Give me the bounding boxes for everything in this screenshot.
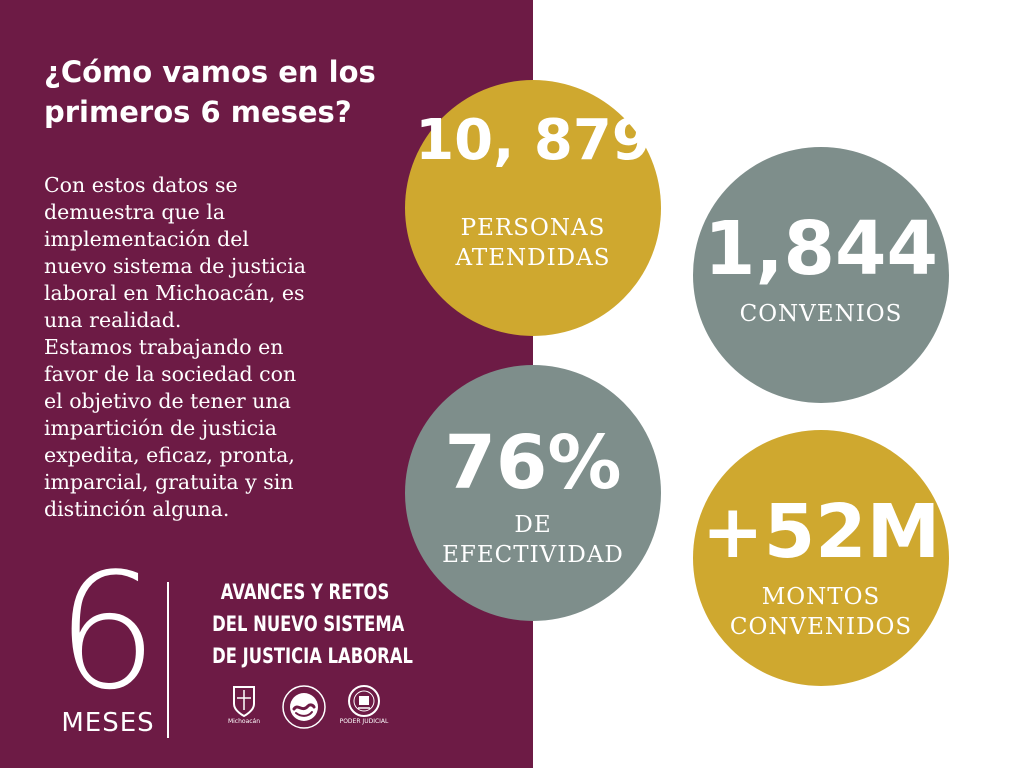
stat-agreed-amounts: +52M MONTOS CONVENIDOS [693, 430, 949, 686]
description-line: laboral en Michoacán, es [44, 281, 305, 305]
conciliation-center-logo [280, 684, 328, 730]
description-line: favor de la sociedad con [44, 362, 297, 386]
description-line: impartición de justicia [44, 416, 277, 440]
program-title: AVANCES Y RETOS DEL NUEVO SISTEMA DE JUS… [212, 576, 413, 672]
headline: ¿Cómo vamos en los primeros 6 meses? [44, 52, 424, 132]
description-line: expedita, eficaz, pronta, [44, 443, 295, 467]
stat-label: CONVENIOS [693, 299, 949, 329]
stat-label-line: CONVENIOS [739, 301, 903, 327]
state-coat-of-arms-icon [233, 686, 255, 718]
stat-label-line: DE [514, 512, 552, 538]
stat-label: PERSONAS ATENDIDAS [405, 213, 661, 273]
stat-value: 10, 879 [415, 108, 651, 173]
stat-label: DE EFECTIVIDAD [405, 510, 661, 570]
stat-label-line: EFECTIVIDAD [442, 542, 624, 568]
stat-people-served: 10, 879 PERSONAS ATENDIDAS [405, 80, 661, 336]
judicial-power-logo: PODER JUDICIAL [336, 684, 392, 725]
description-line: imparcial, gratuita y sin [44, 470, 294, 494]
stat-label: MONTOS CONVENIDOS [693, 582, 949, 642]
headline-line: ¿Cómo vamos en los [44, 55, 376, 89]
stat-value: 76% [444, 420, 622, 506]
judicial-power-seal-icon [348, 685, 380, 717]
description-line: Estamos trabajando en [44, 335, 284, 359]
vertical-divider [167, 582, 169, 738]
stat-value: 1,844 [703, 206, 939, 292]
stat-value: +52M [701, 489, 941, 575]
description-line: demuestra que la [44, 200, 226, 224]
stat-label-line: PERSONAS [460, 215, 606, 241]
description-line: nuevo sistema de justicia [44, 254, 307, 278]
partner-logos: Michoacán PODER JUDICIAL [222, 684, 392, 740]
conciliation-center-hands-icon [282, 685, 326, 729]
stat-effectiveness: 76% DE EFECTIVIDAD [405, 365, 661, 621]
description-line: Con estos datos se [44, 173, 238, 197]
description-line: implementación del [44, 227, 249, 251]
description-line: distinción alguna. [44, 497, 230, 521]
logo-label: PODER JUDICIAL [339, 718, 389, 725]
program-title-line: DE JUSTICIA LABORAL [212, 644, 413, 668]
program-title-line: AVANCES Y RETOS [220, 580, 390, 604]
michoacan-logo: Michoacán [222, 684, 266, 725]
stat-label-line: CONVENIDOS [729, 614, 913, 640]
stat-label-line: ATENDIDAS [455, 245, 611, 271]
description-line: una realidad. [44, 308, 182, 332]
logo-label: Michoacán [227, 718, 261, 725]
stat-agreements: 1,844 CONVENIOS [693, 147, 949, 403]
headline-line: primeros 6 meses? [44, 95, 352, 129]
six-months-number: 6 [56, 538, 158, 725]
description-text: Con estos datos se demuestra que la impl… [44, 172, 374, 523]
months-label: MESES [61, 708, 155, 738]
stat-label-line: MONTOS [761, 584, 881, 610]
program-title-line: DEL NUEVO SISTEMA [212, 612, 405, 636]
description-line: el objetivo de tener una [44, 389, 291, 413]
